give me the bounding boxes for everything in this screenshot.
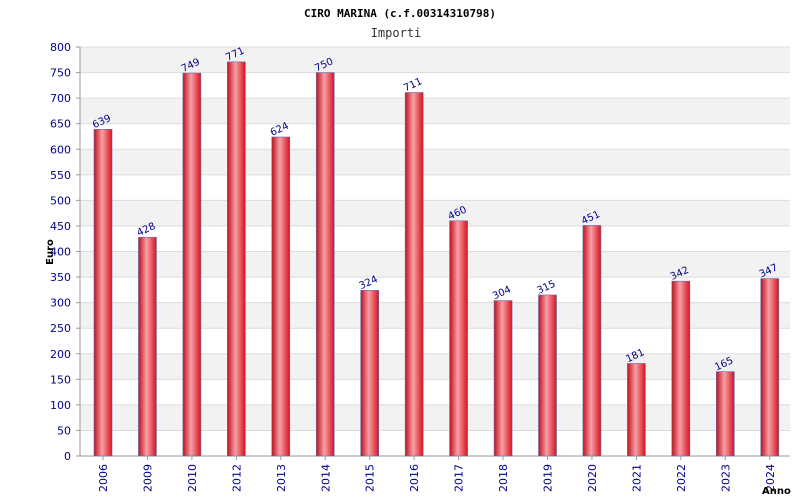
y-tick-label: 0: [64, 450, 71, 463]
y-tick-label: 650: [50, 118, 71, 131]
x-tick-label: 2021: [630, 464, 643, 492]
x-tick-label: 2006: [97, 464, 110, 492]
y-tick-label: 800: [50, 41, 71, 54]
bar: [138, 236, 157, 457]
bar: [93, 129, 113, 457]
y-tick-label: 50: [57, 424, 71, 437]
bar: [760, 278, 780, 457]
y-axis-label: Euro: [45, 239, 56, 265]
bar: [493, 300, 513, 457]
x-tick-label: 2013: [275, 464, 288, 492]
x-axis-label: Anno: [762, 486, 791, 497]
bar: [182, 72, 202, 457]
bar: [671, 280, 691, 457]
bar: [449, 220, 468, 457]
x-axis-ticks: 2006 2009 2010 2012 2013 2014 2015 2016 2017 2018…: [97, 456, 777, 492]
x-tick-label: 2017: [453, 464, 466, 492]
x-tick-label: 2020: [586, 464, 599, 492]
x-tick-label: 2012: [230, 464, 243, 492]
x-tick-label: 2023: [719, 464, 732, 492]
y-tick-label: 450: [50, 220, 71, 233]
y-tick-label: 750: [50, 67, 71, 80]
x-tick-label: 2016: [408, 464, 421, 492]
y-tick-label: 500: [50, 194, 71, 207]
x-tick-label: 2024: [764, 464, 777, 492]
x-tick-label: 2019: [542, 464, 555, 492]
y-tick-label: 600: [50, 143, 71, 156]
x-tick-label: 2022: [675, 464, 688, 492]
plot-band: [80, 47, 790, 73]
bar: [227, 61, 246, 457]
y-tick-label: 200: [50, 348, 71, 361]
y-tick-label: 550: [50, 169, 71, 182]
y-axis-ticks: 0 50 100 150 200 250 300 350 400 450 500 550 600 650 7…: [50, 41, 80, 463]
bar: [271, 136, 291, 457]
x-tick-label: 2010: [186, 464, 199, 492]
y-tick-label: 150: [50, 373, 71, 386]
y-tick-label: 250: [50, 322, 71, 335]
x-tick-label: 2014: [319, 464, 332, 492]
bar: [360, 290, 380, 457]
x-tick-label: 2018: [497, 464, 510, 492]
y-tick-label: 350: [50, 271, 71, 284]
y-tick-label: 100: [50, 399, 71, 412]
bar: [582, 225, 602, 457]
chart-subtitle: Importi: [371, 26, 422, 40]
bar: [538, 294, 557, 457]
x-tick-label: 2009: [141, 464, 154, 492]
x-tick-label: 2015: [364, 464, 377, 492]
bar: [715, 371, 735, 457]
y-tick-label: 700: [50, 92, 71, 105]
bar: [627, 363, 646, 457]
y-tick-label: 300: [50, 297, 71, 310]
bar: [404, 92, 424, 457]
bar: [315, 72, 335, 457]
y-tick-label: 400: [50, 246, 71, 259]
chart-title: CIRO MARINA (c.f.00314310798): [304, 7, 496, 20]
